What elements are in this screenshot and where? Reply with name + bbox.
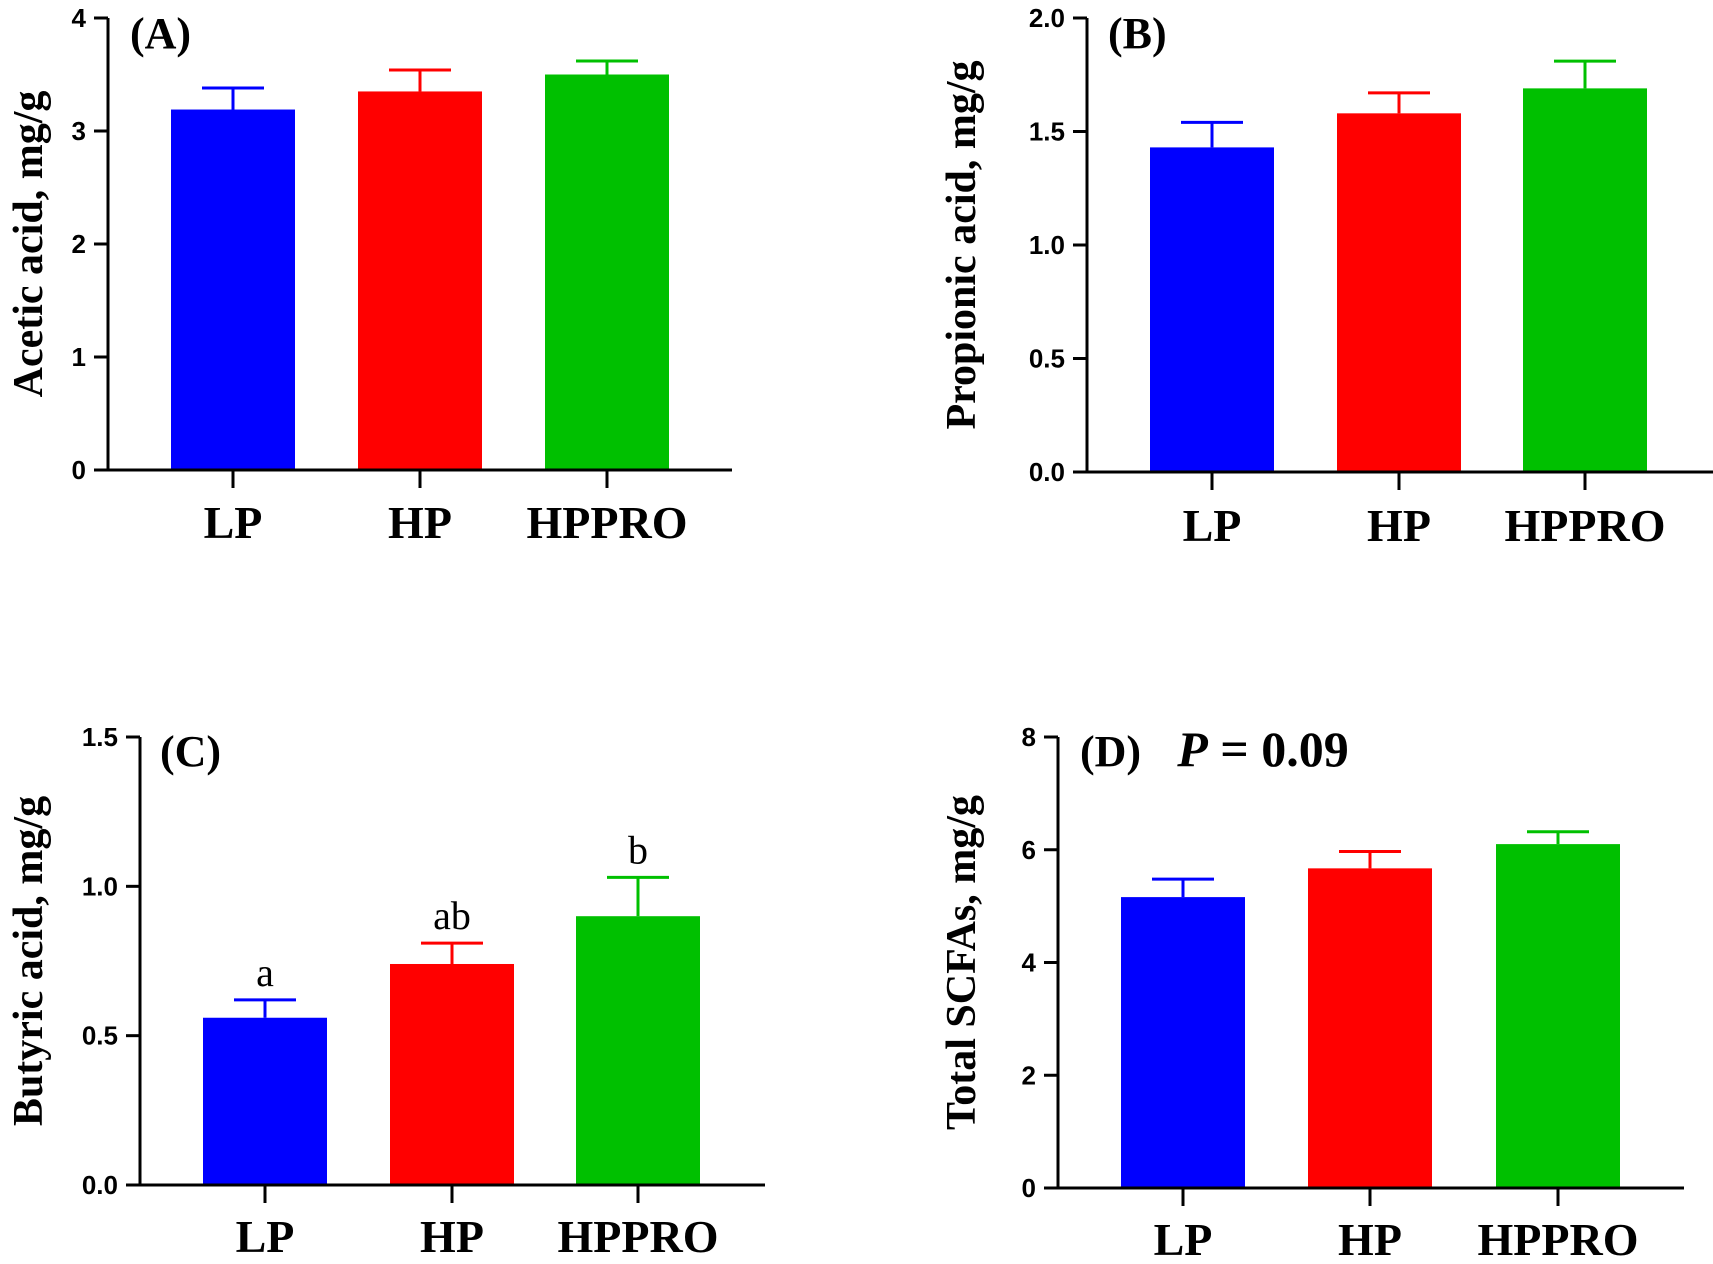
x-tick-label: HPPRO [558, 1211, 719, 1259]
bar-lp [1121, 897, 1245, 1188]
bar-hppro [1496, 844, 1620, 1188]
x-tick-label: HPPRO [1505, 500, 1666, 551]
x-tick-label: HPPRO [1478, 1214, 1639, 1259]
bar-hp [1308, 868, 1432, 1188]
panel-label: (A) [130, 9, 191, 58]
y-tick-label: 6 [1022, 835, 1036, 865]
bar-hppro [576, 916, 700, 1185]
y-tick-label: 0.5 [82, 1021, 118, 1051]
y-tick-label: 0.5 [1029, 344, 1065, 374]
p-symbol: P [1176, 721, 1208, 777]
y-tick-label: 8 [1022, 722, 1036, 752]
y-tick-label: 0 [1022, 1173, 1036, 1203]
y-tick-label: 0.0 [1029, 457, 1065, 487]
panel-label: (C) [160, 727, 221, 776]
y-tick-label: 0.0 [82, 1170, 118, 1200]
y-tick-label: 2 [1022, 1060, 1036, 1090]
panel-b: LP HP HPPRO 0.0 0.5 1.0 1.5 2.0 Propionic acid, … [939, 3, 1713, 551]
y-tick-label: 2.0 [1029, 3, 1065, 33]
bar-hp [390, 963, 514, 1185]
panel-label: (D) [1080, 727, 1141, 776]
y-tick-label: 1.0 [1029, 230, 1065, 260]
significance-letter: b [628, 827, 648, 872]
y-axis-title: Propionic acid, mg/g [939, 60, 985, 429]
y-tick-label: 4 [1022, 948, 1037, 978]
y-tick-label: 1.0 [82, 871, 118, 901]
significance-letter: a [256, 950, 274, 995]
significance-letter: ab [433, 893, 471, 938]
x-tick-label: LP [1183, 500, 1242, 551]
bar-hp [1337, 113, 1461, 472]
x-tick-label: HPPRO [527, 497, 688, 548]
panel-d: LP HP HPPRO 0 2 4 6 8 Total SCFAs, mg/g (D) P = 0.… [939, 721, 1684, 1264]
panel-a: LP HP HPPRO 0 1 2 3 4 Acetic acid, mg/g (A) [6, 3, 732, 548]
y-axis-title: Total SCFAs, mg/g [939, 795, 985, 1130]
x-tick-label: LP [1154, 1214, 1213, 1259]
y-tick-label: 1 [72, 342, 86, 372]
x-tick-label: HP [388, 497, 452, 548]
x-tick-label: LP [204, 497, 263, 548]
x-tick-label: HP [420, 1211, 484, 1259]
x-tick-label: LP [236, 1211, 295, 1259]
y-axis-title: Acetic acid, mg/g [6, 91, 52, 398]
panel-label: (B) [1108, 9, 1167, 58]
y-tick-label: 4 [72, 3, 87, 33]
bar-lp [1150, 147, 1274, 472]
y-tick-label: 0 [72, 455, 86, 485]
x-tick-label: HP [1338, 1214, 1402, 1259]
x-tick-label: HP [1367, 500, 1431, 551]
y-tick-label: 1.5 [1029, 117, 1065, 147]
y-axis-title: Butyric acid, mg/g [6, 796, 52, 1126]
y-tick-label: 2 [72, 229, 86, 259]
bar-lp [171, 109, 295, 470]
bar-hp [358, 91, 482, 470]
bar-lp [203, 1017, 327, 1185]
y-tick-label: 1.5 [82, 722, 118, 752]
p-value: = 0.09 [1208, 721, 1349, 777]
y-tick-label: 3 [72, 116, 86, 146]
panel-c: a LP ab HP b HPPRO 0.0 0.5 1.0 1.5 Butyric acid, m… [6, 722, 765, 1262]
bar-hppro [545, 74, 669, 470]
bar-hppro [1523, 88, 1647, 473]
p-value-annotation: P = 0.09 [1176, 721, 1349, 777]
